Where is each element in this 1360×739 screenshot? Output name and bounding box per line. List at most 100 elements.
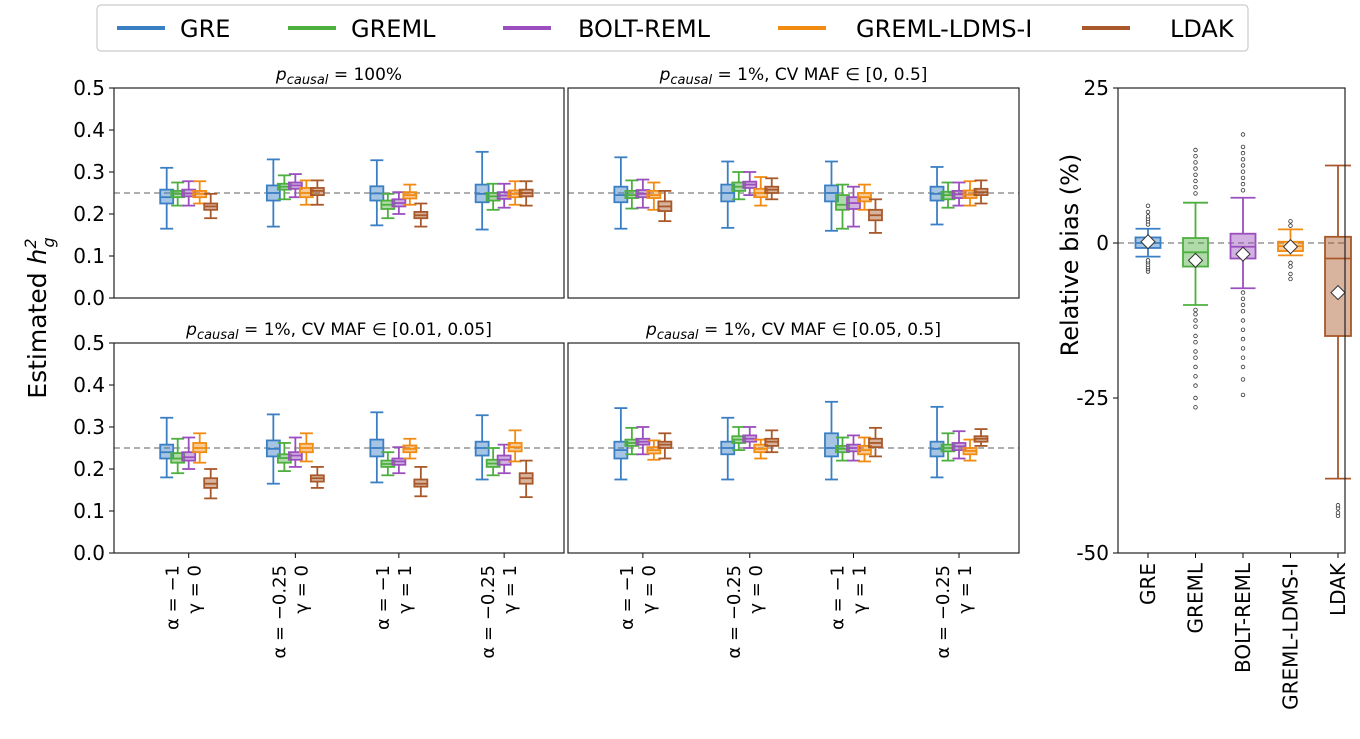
- outlier-point: [1240, 188, 1246, 193]
- y-tick-label: -50: [1076, 541, 1109, 565]
- y-tick-label: 0.4: [73, 118, 105, 142]
- mean-marker: [1140, 234, 1156, 250]
- box-bolt-reml: [846, 434, 861, 462]
- box-greml: [940, 181, 956, 209]
- panel-bottom-right: pcausal = 1%, CV MAF ∈ [0.05, 0.5] α = −1…: [567, 320, 1020, 659]
- right-y-axis-label: Relative bias (%): [1056, 154, 1084, 357]
- box-ldak: [764, 177, 780, 201]
- outlier-point: [1240, 169, 1246, 174]
- panel-title: pcausal = 100%: [275, 65, 402, 88]
- outlier-point: [1240, 150, 1246, 156]
- box-greml-ldms-i: [507, 429, 523, 463]
- outlier-point: [1193, 374, 1198, 379]
- outlier-point: [1240, 144, 1246, 150]
- outlier-point: [1240, 181, 1246, 187]
- legend-label-greml-ldms-i: GREML-LDMS-I: [856, 15, 1032, 43]
- x-tick-label: α = −0.25: [269, 565, 290, 659]
- left-y-axis-label: Estimated h2g: [21, 237, 58, 398]
- x-tick-label: γ = 0: [185, 565, 206, 614]
- outlier-point: [1193, 172, 1198, 177]
- outlier-point: [1240, 290, 1246, 295]
- x-tick-label: LDAK: [1326, 562, 1350, 616]
- panel-frame: [113, 342, 565, 554]
- outlier-point: [1240, 157, 1246, 162]
- box-greml: [276, 174, 292, 201]
- outlier-point: [1240, 132, 1246, 137]
- box-gre: [824, 160, 839, 232]
- x-tick-label: GRE: [1136, 563, 1160, 605]
- box-gre: [265, 413, 281, 485]
- box-bolt-reml: [287, 436, 303, 468]
- y-tick-label: 0.0: [73, 286, 105, 310]
- x-tick-label: γ = 0: [291, 565, 312, 614]
- box-greml-ldms-i: [962, 438, 978, 462]
- box-greml: [1182, 201, 1209, 306]
- box-ldak: [413, 465, 429, 498]
- outlier-point: [1193, 355, 1198, 360]
- box-ldak: [973, 428, 989, 447]
- box-gre: [824, 400, 839, 481]
- box-ldak: [764, 429, 780, 454]
- outlier-point: [1240, 355, 1246, 360]
- box-bolt-reml: [181, 436, 197, 470]
- mean-marker: [1235, 246, 1251, 262]
- legend-label-ldak: LDAK: [1170, 15, 1235, 43]
- outlier-point: [1193, 318, 1198, 323]
- box-greml-ldms-i: [646, 439, 662, 461]
- box-greml: [835, 436, 850, 462]
- box-ldak: [518, 459, 534, 499]
- x-tick-label: α = −1: [827, 565, 848, 630]
- box-gre: [369, 411, 385, 484]
- box-gre: [720, 160, 736, 229]
- x-tick-label: α = −1: [617, 565, 638, 630]
- box-greml-ldms-i: [857, 436, 872, 463]
- box-ldak: [973, 179, 989, 205]
- box-ldak: [657, 189, 673, 223]
- panel-frame: [567, 342, 1020, 554]
- box-ldak: [203, 192, 219, 220]
- outlier-point: [1240, 318, 1246, 323]
- box-greml: [624, 179, 640, 210]
- outlier-point: [1145, 203, 1151, 208]
- outlier-point: [1240, 175, 1246, 181]
- y-tick-label: 0.4: [73, 373, 105, 397]
- outlier-point: [1193, 166, 1198, 171]
- y-tick-label: -25: [1076, 386, 1109, 410]
- outlier-point: [1193, 383, 1198, 388]
- outlier-point: [1193, 349, 1198, 354]
- box-gre: [159, 166, 175, 230]
- outlier-point: [1240, 377, 1246, 382]
- box-ldak: [203, 468, 219, 500]
- x-tick-label: γ = 1: [955, 565, 976, 614]
- box-greml: [731, 171, 747, 201]
- box-greml: [276, 442, 292, 473]
- box-gre: [929, 166, 945, 226]
- box-bolt-reml: [391, 191, 407, 215]
- x-tick-label: α = −0.25: [933, 565, 954, 659]
- box-gre: [613, 156, 629, 230]
- y-tick-label: 0.5: [73, 331, 105, 355]
- box-greml-ldms-i: [753, 438, 769, 460]
- y-tick-label: 0: [1096, 231, 1109, 255]
- x-tick-label: GREML-LDMS-I: [1279, 563, 1303, 710]
- panel-frame: [113, 87, 565, 299]
- legend-label-greml: GREML: [351, 15, 436, 43]
- box-ldak: [413, 202, 429, 228]
- outlier-point: [1240, 336, 1246, 342]
- legend-item-ldak: LDAK: [1082, 15, 1235, 43]
- outlier-point: [1193, 333, 1198, 339]
- box-greml: [624, 426, 640, 456]
- outlier-point: [1145, 209, 1151, 215]
- outlier-point: [1193, 395, 1198, 401]
- panel-top-right: pcausal = 1%, CV MAF ∈ [0, 0.5]: [567, 65, 1020, 299]
- x-tick-label: α = −1: [373, 565, 394, 630]
- x-tick-label: α = −0.25: [724, 565, 745, 659]
- outlier-point: [1240, 364, 1246, 370]
- legend-item-greml-ldms-i: GREML-LDMS-I: [778, 15, 1032, 43]
- outlier-point: [1193, 364, 1198, 370]
- box-greml: [485, 182, 501, 211]
- outlier-point: [1145, 214, 1151, 219]
- box-bolt-reml: [951, 430, 967, 460]
- box-greml-ldms-i: [298, 432, 314, 463]
